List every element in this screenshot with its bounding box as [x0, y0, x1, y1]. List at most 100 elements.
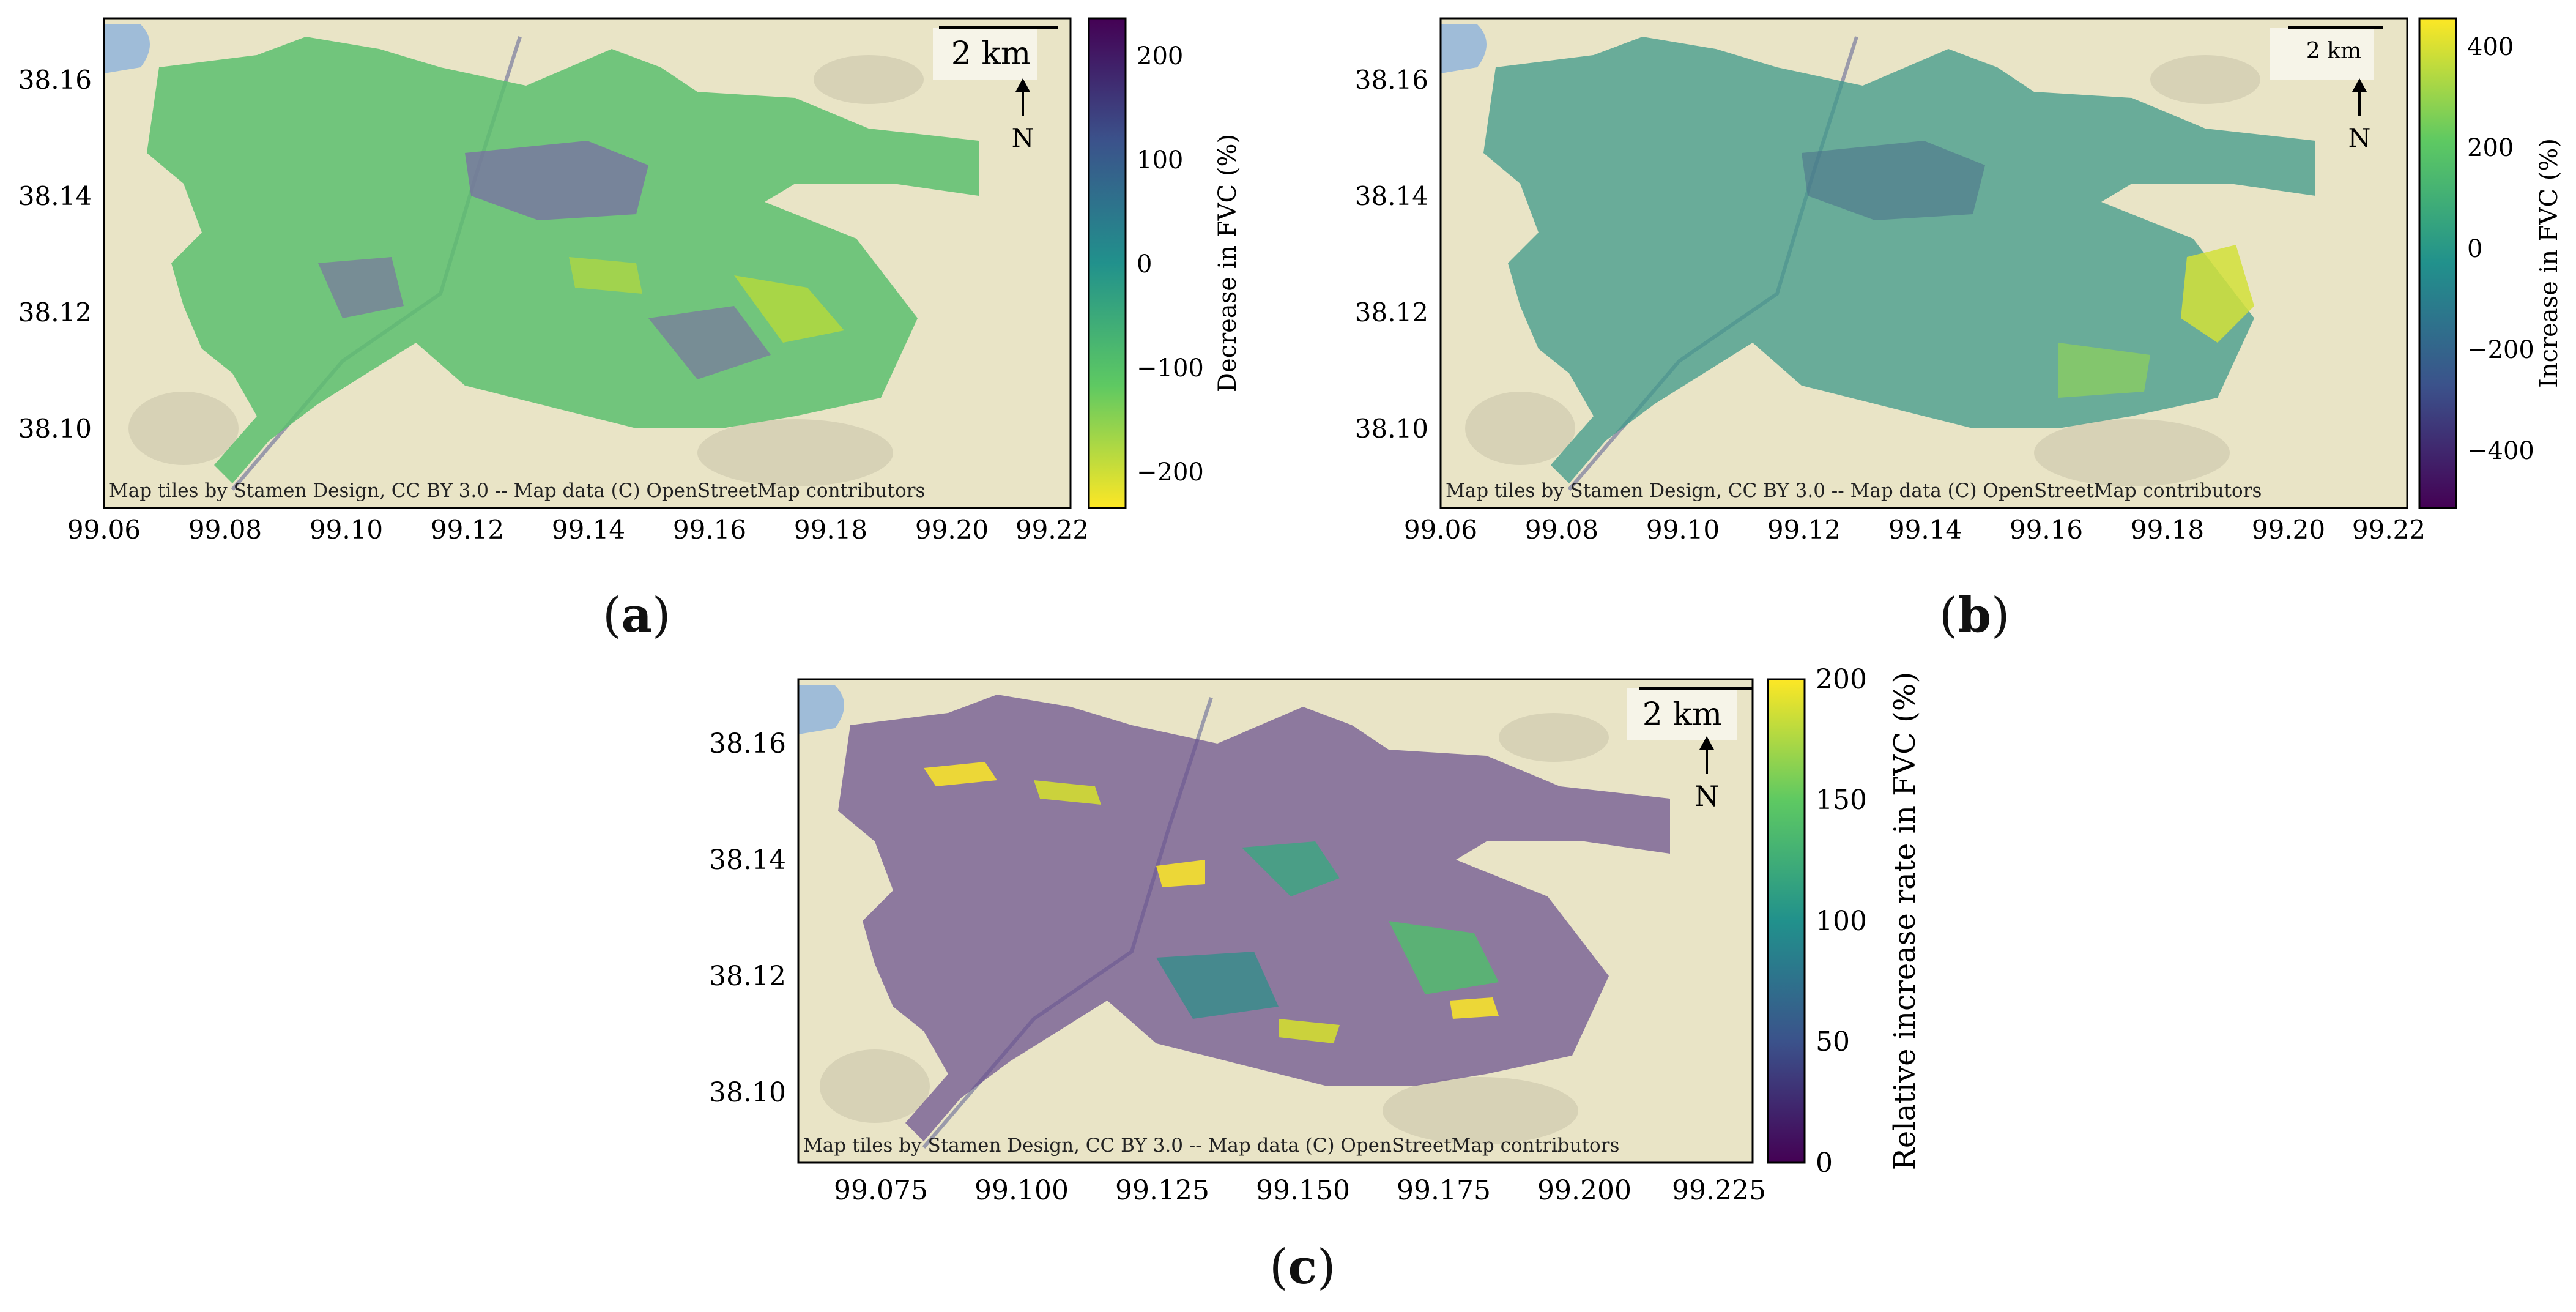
ytick-a-1: 38.14 [18, 181, 92, 211]
map-svg-b: 2 km N Map tiles by Stamen Design, CC BY… [1355, 17, 2563, 545]
fvc-layer-a [147, 37, 979, 483]
fvc-patch-a5 [569, 257, 642, 294]
map-area-c: 2 km N Map tiles by Stamen Design, CC BY… [798, 679, 1753, 1163]
relief-c1 [820, 1049, 930, 1123]
fvc-layer-c [838, 695, 1670, 1141]
yaxis-b: 38.16 38.14 38.12 38.10 [1355, 65, 1428, 444]
colorbar-ticks-b: 400 200 0 −200 −400 [2467, 33, 2534, 465]
fvc-patch-b3 [2058, 343, 2150, 398]
colorbar-a [1088, 17, 1127, 509]
fvc-patch-c5 [1156, 952, 1279, 1019]
map-area-b: 2 km N Map tiles by Stamen Design, CC BY… [1441, 18, 2407, 508]
cbar-tick-b-3: −200 [2467, 336, 2534, 364]
fvc-patch-a3 [648, 306, 771, 379]
xaxis-b: 99.06 99.08 99.10 99.12 99.14 99.16 99.1… [1404, 515, 2426, 545]
cbar-tick-b-1: 200 [2467, 134, 2514, 162]
map-frame-c [797, 678, 1754, 1164]
xaxis-c: 99.075 99.100 99.125 99.150 99.175 99.20… [834, 1175, 1766, 1206]
colorbar-c [1767, 678, 1806, 1164]
panel-label-b: (b) [1939, 587, 2010, 643]
attribution-b: Map tiles by Stamen Design, CC BY 3.0 --… [1446, 480, 2262, 502]
xtick-c-5: 99.200 [1537, 1175, 1631, 1206]
relief-b1 [1465, 392, 1575, 465]
scalebar-bg-b [2270, 28, 2374, 80]
cbar-tick-c-4: 0 [1816, 1147, 1833, 1179]
fvc-patch-b2 [2181, 245, 2254, 343]
ytick-b-2: 38.12 [1355, 297, 1428, 327]
ytick-a-3: 38.10 [18, 414, 92, 444]
xtick-a-0: 99.06 [67, 515, 141, 539]
cbar-tick-a-0: 200 [1137, 42, 1183, 70]
fvc-patch-b1 [1802, 141, 1985, 220]
fvc-patch-c3 [1156, 860, 1205, 887]
xtick-b-7: 99.20 [2252, 515, 2325, 539]
attribution-c: Map tiles by Stamen Design, CC BY 3.0 --… [803, 1135, 1619, 1157]
scalebar-label-b: 2 km [2306, 39, 2361, 64]
xtick-c-4: 99.175 [1397, 1175, 1491, 1206]
colorbar-ticks-a: 200 100 0 −100 −200 [1137, 42, 1204, 486]
ytick-c-3: 38.10 [709, 1077, 786, 1108]
map-panel-b: 2 km N Map tiles by Stamen Design, CC BY… [1337, 0, 2576, 545]
xtick-a-4: 99.14 [552, 515, 625, 539]
water-a [104, 24, 150, 73]
relief-b3 [2150, 55, 2260, 104]
relief-a3 [814, 55, 924, 104]
ytick-a-0: 38.16 [18, 65, 92, 95]
cbar-tick-a-1: 100 [1137, 146, 1183, 174]
fvc-patch-c1 [924, 762, 997, 786]
ytick-b-3: 38.10 [1355, 414, 1428, 444]
xtick-a-7: 99.20 [915, 515, 989, 539]
xtick-c-1: 99.100 [974, 1175, 1069, 1206]
north-arrow-icon-a [1015, 78, 1030, 116]
map-area-a: 2 km N Map tiles by Stamen Design, CC BY… [104, 18, 1071, 508]
xtick-b-8: 99.22 [2352, 515, 2426, 539]
xtick-a-1: 99.08 [188, 515, 262, 539]
xtick-b-2: 99.10 [1646, 515, 1720, 539]
water-c [798, 685, 844, 734]
colorbar-label-b: Increase in FVC (%) [2535, 138, 2563, 388]
xtick-b-4: 99.14 [1888, 515, 1962, 539]
north-arrow-icon-b [2352, 78, 2367, 116]
cbar-tick-a-3: −100 [1137, 354, 1204, 382]
colorbar-label-a: Decrease in FVC (%) [1214, 134, 1242, 392]
scalebar-bg-c [1627, 688, 1737, 740]
fvc-patch-a1 [465, 141, 648, 220]
fvc-patch-c2 [1034, 780, 1101, 805]
relief-a1 [128, 392, 239, 465]
map-frame-b [1439, 17, 2408, 509]
xtick-b-5: 99.16 [2010, 515, 2083, 539]
cbar-tick-c-1: 150 [1816, 785, 1867, 816]
map-svg-a: 2 km N Map tiles by Stamen Design, CC BY… [18, 17, 1242, 545]
cbar-tick-a-2: 0 [1137, 250, 1152, 278]
map-panel-a: 2 km N Map tiles by Stamen Design, CC BY… [0, 0, 1254, 545]
map-svg-c: 2 km N Map tiles by Stamen Design, CC BY… [709, 664, 1922, 1206]
colorbar-label-c: Relative increase rate in FVC (%) [1888, 672, 1922, 1170]
north-label-b: N [2348, 123, 2371, 153]
ytick-c-1: 38.14 [709, 844, 786, 876]
fvc-patch-c4 [1242, 841, 1340, 896]
ytick-a-2: 38.12 [18, 297, 92, 327]
scalebar-label-a: 2 km [951, 35, 1031, 72]
yaxis-c: 38.16 38.14 38.12 38.10 [709, 728, 786, 1108]
relief-c2 [1383, 1077, 1578, 1144]
ytick-c-0: 38.16 [709, 728, 786, 759]
ytick-b-0: 38.16 [1355, 65, 1428, 95]
fvc-patch-a4 [734, 275, 844, 343]
xtick-b-1: 99.08 [1525, 515, 1598, 539]
scalebar-label-c: 2 km [1642, 696, 1722, 733]
north-label-c: N [1694, 780, 1719, 813]
colorbar-ticks-c: 200 150 100 50 0 [1816, 664, 1867, 1179]
map-panel-c: 2 km N Map tiles by Stamen Design, CC BY… [655, 664, 1939, 1215]
relief-c3 [1499, 713, 1609, 762]
cbar-tick-a-4: −200 [1137, 458, 1204, 486]
panel-label-a: (a) [603, 587, 671, 643]
xtick-c-2: 99.125 [1115, 1175, 1209, 1206]
north-arrow-icon-c [1699, 736, 1714, 774]
xaxis-a: 99.06 99.08 99.10 99.12 99.14 99.16 99.1… [67, 515, 1089, 545]
relief-b2 [2034, 419, 2230, 486]
cbar-tick-c-3: 50 [1816, 1026, 1850, 1057]
colorbar-b [2418, 17, 2457, 509]
cbar-tick-b-4: −400 [2467, 437, 2534, 465]
xtick-a-5: 99.16 [673, 515, 746, 539]
relief-a2 [697, 419, 893, 486]
